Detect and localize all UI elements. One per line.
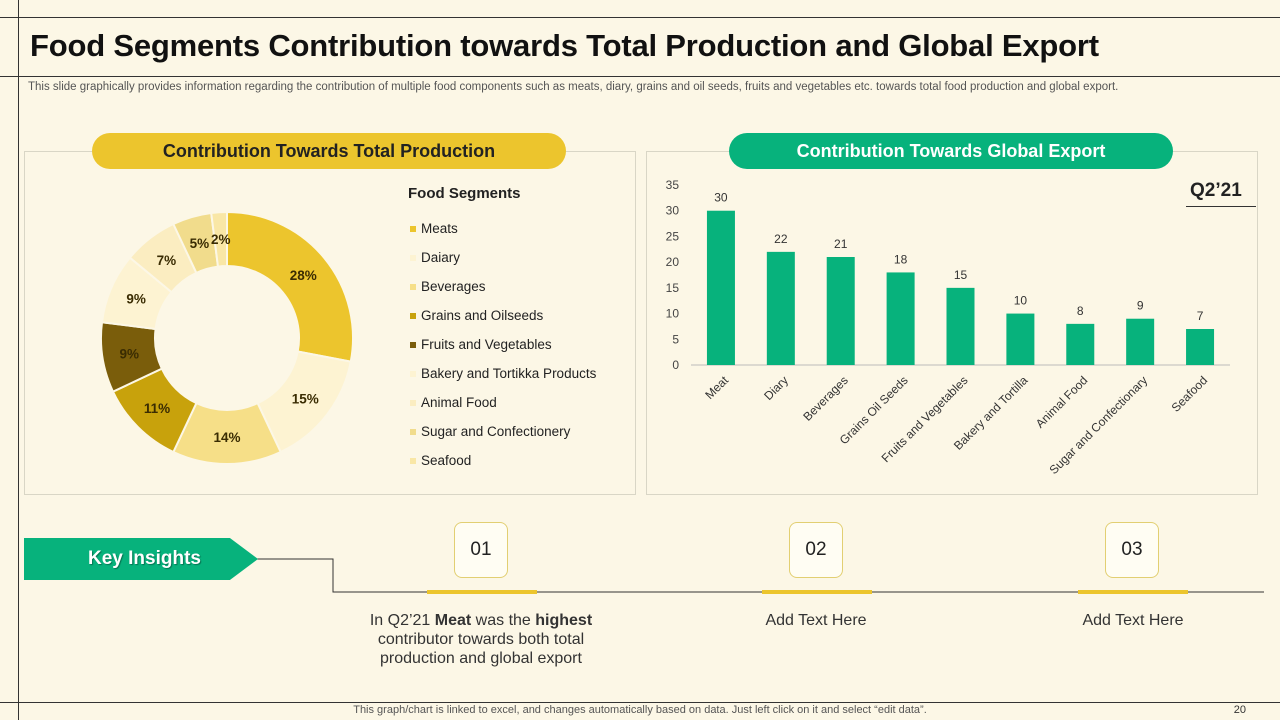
legend-label: Beverages <box>421 279 486 294</box>
donut-label-daiary: 15% <box>292 392 319 407</box>
bar-value-label: 9 <box>1137 299 1144 313</box>
insight-bar-03 <box>1078 590 1188 594</box>
legend-item-bakery-and-tortikka-products: Bakery and Tortikka Products <box>410 366 596 381</box>
donut-slice-seafood <box>210 210 228 268</box>
y-tick-label: 15 <box>666 281 680 295</box>
y-tick-label: 20 <box>666 255 680 269</box>
donut-label-meats: 28% <box>290 268 317 283</box>
insight-bar-02 <box>762 590 872 594</box>
donut-label-animal-food: 7% <box>157 253 177 268</box>
legend-swatch <box>410 428 416 435</box>
bar-value-label: 15 <box>954 268 968 282</box>
legend-label: Daiary <box>421 250 461 265</box>
frame-bottom-line <box>0 702 1280 703</box>
frame-top-line <box>0 17 1280 18</box>
insight-text-02: Add Text Here <box>765 612 867 629</box>
legend-swatch <box>410 341 416 348</box>
bar-animal-food <box>1066 323 1095 365</box>
legend-label: Sugar and Confectionery <box>421 424 571 439</box>
legend-item-meats: Meats <box>410 221 458 236</box>
legend-label: Bakery and Tortikka Products <box>421 366 597 381</box>
x-tick-label: Meat <box>702 373 731 402</box>
y-tick-label: 35 <box>666 178 680 192</box>
insight-number-01: 01 <box>454 522 508 578</box>
bar-value-label: 22 <box>774 232 788 246</box>
donut-label-bakery-and-tortikka-products: 9% <box>126 292 146 307</box>
legend-swatch <box>410 399 416 406</box>
y-tick-label: 30 <box>666 204 680 218</box>
bar-value-label: 18 <box>894 252 908 266</box>
bar-sugar-and-confectionary <box>1126 318 1155 365</box>
export-heading: Contribution Towards Global Export <box>729 133 1173 169</box>
donut-slice-meats <box>226 210 354 363</box>
insight-number-03: 03 <box>1105 522 1159 578</box>
frame-left-line <box>18 0 19 720</box>
frame-title-underline <box>0 76 1280 77</box>
bar-diary <box>766 251 795 365</box>
legend-swatch <box>410 457 416 464</box>
donut-label-seafood: 2% <box>211 232 231 247</box>
legend-swatch <box>410 254 416 261</box>
x-tick-label: Diary <box>761 373 791 403</box>
bar-value-label: 8 <box>1077 304 1084 318</box>
period-label: Q2’21 <box>1190 180 1242 201</box>
legend-title: Food Segments <box>408 185 521 202</box>
legend-swatch <box>410 225 416 232</box>
donut-label-fruits-and-vegetables: 9% <box>119 346 139 361</box>
legend-label: Fruits and Vegetables <box>421 337 552 352</box>
x-tick-label: Seafood <box>1169 373 1211 415</box>
y-tick-label: 10 <box>666 307 680 321</box>
bar-fruits-and-vegetables <box>946 287 975 365</box>
export-bar-chart: 0 5 10 15 20 25 30 35 30 Meat 22 Diary 21 Beverages 18… <box>666 178 1230 477</box>
legend-label: Grains and Oilseeds <box>421 308 544 323</box>
bar-value-label: 21 <box>834 237 848 251</box>
donut-label-beverages: 14% <box>213 430 240 445</box>
legend-swatch <box>410 283 416 290</box>
insight-bar-01 <box>427 590 537 594</box>
donut-label-sugar-and-confectionery: 5% <box>190 236 210 251</box>
legend-item-seafood: Seafood <box>410 453 471 468</box>
period-underline <box>1186 206 1256 207</box>
footer-note: This graph/chart is linked to excel, and… <box>353 704 927 716</box>
bar-value-label: 10 <box>1014 294 1028 308</box>
y-tick-label: 5 <box>672 332 679 346</box>
legend-label: Seafood <box>421 453 472 468</box>
insight-text-01: In Q2’21 Meat was the highest contributo… <box>369 612 593 667</box>
key-insights-banner: Key Insights <box>24 538 258 580</box>
legend-swatch <box>410 312 416 319</box>
bar-beverages <box>826 257 855 365</box>
legend-item-sugar-and-confectionery: Sugar and Confectionery <box>410 424 570 439</box>
legend-label: Meats <box>421 221 458 236</box>
bar-value-label: 30 <box>714 191 728 205</box>
x-tick-label: Sugar and Confectionary <box>1047 373 1151 477</box>
legend-item-fruits-and-vegetables: Fruits and Vegetables <box>410 337 552 352</box>
legend-item-daiary: Daiary <box>410 250 460 265</box>
insight-text-03: Add Text Here <box>1082 612 1184 629</box>
bar-seafood <box>1186 329 1215 365</box>
donut-label-grains-and-oilseeds: 11% <box>144 401 170 416</box>
legend-item-animal-food: Animal Food <box>410 395 497 410</box>
bar-grains-oil-seeds <box>886 272 915 365</box>
production-heading: Contribution Towards Total Production <box>92 133 566 169</box>
y-tick-label: 25 <box>666 229 680 243</box>
legend-swatch <box>410 370 416 377</box>
bar-meat <box>706 210 735 365</box>
page-title: Food Segments Contribution towards Total… <box>30 28 1099 63</box>
legend-item-beverages: Beverages <box>410 279 486 294</box>
x-tick-label: Animal Food <box>1033 373 1091 431</box>
page-subtitle: This slide graphically provides informat… <box>28 81 1119 93</box>
y-tick-label: 0 <box>672 358 679 372</box>
page-number: 20 <box>1233 704 1246 716</box>
bar-value-label: 7 <box>1197 309 1204 323</box>
legend-label: Animal Food <box>421 395 497 410</box>
production-donut-chart: 28% 15% 14% 11% 9% 9% 7% 5% 2% <box>100 210 354 465</box>
legend-item-grains-and-oilseeds: Grains and Oilseeds <box>410 308 543 323</box>
x-tick-label: Beverages <box>800 373 850 423</box>
insight-number-02: 02 <box>789 522 843 578</box>
bar-bakery-and-tortilla <box>1006 313 1035 365</box>
